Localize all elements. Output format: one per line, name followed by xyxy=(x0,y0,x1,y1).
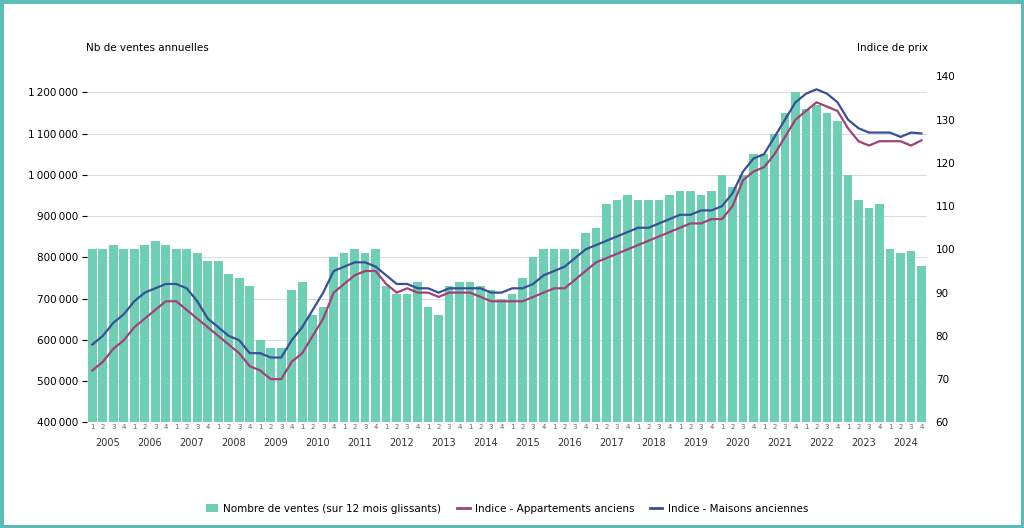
Bar xyxy=(592,229,600,422)
Bar xyxy=(644,200,653,422)
Bar xyxy=(466,282,474,422)
Bar xyxy=(434,315,443,422)
Bar xyxy=(476,286,485,422)
Bar xyxy=(276,348,286,422)
Bar xyxy=(486,290,496,422)
Bar xyxy=(298,282,306,422)
Bar xyxy=(288,290,296,422)
Bar xyxy=(456,282,464,422)
Bar xyxy=(224,274,233,422)
Bar xyxy=(696,195,706,422)
Bar xyxy=(540,249,548,422)
Bar xyxy=(98,249,108,422)
Bar xyxy=(88,249,96,422)
Bar xyxy=(350,249,359,422)
Bar xyxy=(140,245,150,422)
Legend: Nombre de ventes (sur 12 mois glissants), Indice - Appartements anciens, Indice : Nombre de ventes (sur 12 mois glissants)… xyxy=(202,499,812,518)
Bar xyxy=(172,249,180,422)
Bar xyxy=(193,253,202,422)
Bar xyxy=(392,295,401,422)
Text: Indice de prix: Indice de prix xyxy=(856,43,928,53)
Bar xyxy=(822,113,831,422)
Bar xyxy=(686,191,695,422)
Bar xyxy=(246,286,254,422)
Bar xyxy=(728,187,737,422)
Bar xyxy=(130,249,138,422)
Bar xyxy=(182,249,191,422)
Bar xyxy=(750,154,758,422)
Bar xyxy=(896,253,905,422)
Bar xyxy=(770,134,779,422)
Bar xyxy=(780,113,790,422)
Bar xyxy=(676,191,684,422)
Bar xyxy=(508,295,516,422)
Bar xyxy=(402,295,412,422)
Bar xyxy=(162,245,170,422)
Bar xyxy=(120,249,128,422)
Bar xyxy=(372,249,380,422)
Bar xyxy=(234,278,244,422)
Bar xyxy=(876,204,884,422)
Bar xyxy=(738,175,748,422)
Bar xyxy=(382,286,390,422)
Bar xyxy=(802,109,810,422)
Bar xyxy=(760,154,768,422)
Bar xyxy=(654,200,664,422)
Bar xyxy=(844,175,852,422)
Bar xyxy=(256,340,264,422)
Bar xyxy=(151,241,160,422)
Bar xyxy=(550,249,558,422)
Bar xyxy=(886,249,894,422)
Bar xyxy=(204,261,212,422)
Bar xyxy=(330,257,338,422)
Bar xyxy=(570,249,580,422)
Bar xyxy=(812,105,821,422)
Bar xyxy=(518,278,527,422)
Bar xyxy=(918,266,926,422)
Bar xyxy=(582,232,590,422)
Bar xyxy=(414,282,422,422)
Bar xyxy=(666,195,674,422)
Bar xyxy=(792,92,800,422)
Bar xyxy=(424,307,432,422)
Bar xyxy=(266,348,275,422)
Bar xyxy=(834,121,842,422)
Bar xyxy=(612,200,622,422)
Bar xyxy=(360,253,370,422)
Bar xyxy=(634,200,642,422)
Bar xyxy=(718,175,726,422)
Bar xyxy=(109,245,118,422)
Bar xyxy=(624,195,632,422)
Text: Nb de ventes annuelles: Nb de ventes annuelles xyxy=(86,43,209,53)
Bar xyxy=(214,261,222,422)
Bar xyxy=(864,208,873,422)
Bar xyxy=(444,286,454,422)
Bar xyxy=(854,200,863,422)
Bar xyxy=(528,257,538,422)
Bar xyxy=(602,204,611,422)
Bar xyxy=(308,315,317,422)
Bar xyxy=(318,307,328,422)
Bar xyxy=(498,299,506,422)
Bar xyxy=(560,249,569,422)
Bar xyxy=(708,191,716,422)
Bar xyxy=(906,251,915,422)
Bar xyxy=(340,253,348,422)
